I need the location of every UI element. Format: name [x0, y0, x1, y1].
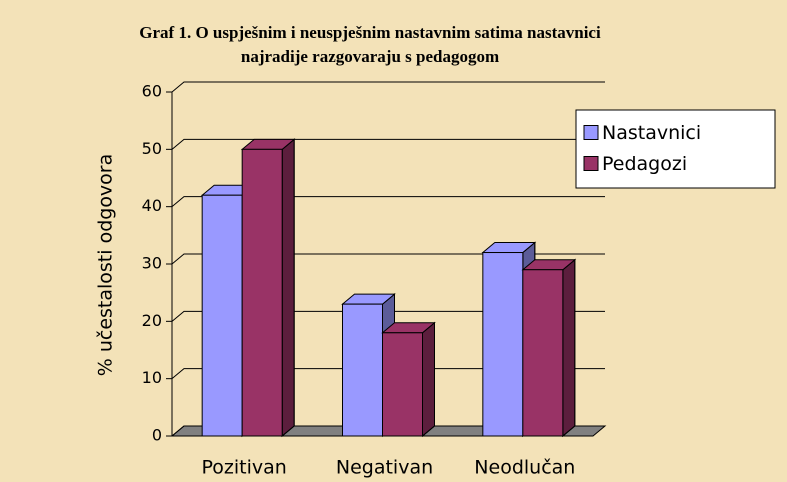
chart-title: najradije razgovaraju s pedagogom: [241, 47, 499, 66]
y-tick-label: 0: [152, 426, 162, 445]
chart-title: Graf 1. O uspješnim i neuspješnim nastav…: [139, 23, 601, 42]
legend-swatch: [583, 156, 599, 171]
y-tick-label: 20: [142, 311, 162, 330]
legend-box: [575, 109, 776, 189]
y-tick-label: 50: [142, 139, 162, 158]
y-axis-label: % učestalosti odgovora: [95, 154, 117, 377]
grid-line: [171, 81, 605, 93]
bar-side-shade: [422, 321, 435, 438]
bar-side-shade: [562, 258, 576, 438]
legend-label: Pedagozi: [602, 153, 687, 175]
bar: [201, 194, 243, 437]
bar: [342, 303, 383, 437]
grid-line: [171, 310, 605, 322]
bar-side-shade: [281, 138, 295, 438]
legend-label: Nastavnici: [602, 122, 701, 144]
bar: [382, 332, 423, 437]
grid-line: [171, 138, 605, 150]
y-tick-label: 60: [142, 82, 162, 101]
x-tick-label: Pozitivan: [202, 457, 287, 479]
bar: [241, 148, 283, 437]
legend-swatch: [583, 125, 599, 140]
y-tick-label: 30: [142, 254, 162, 273]
x-tick-label: Neodlučan: [474, 457, 575, 479]
bar: [522, 269, 564, 437]
x-tick-label: Negativan: [336, 457, 433, 479]
grid-line: [171, 368, 605, 380]
y-tick-label: 40: [142, 196, 162, 215]
grid-line: [171, 196, 605, 208]
bar: [482, 252, 524, 437]
y-tick-label: 10: [142, 368, 162, 387]
grid-line: [171, 253, 605, 265]
grid-line: [171, 425, 605, 437]
